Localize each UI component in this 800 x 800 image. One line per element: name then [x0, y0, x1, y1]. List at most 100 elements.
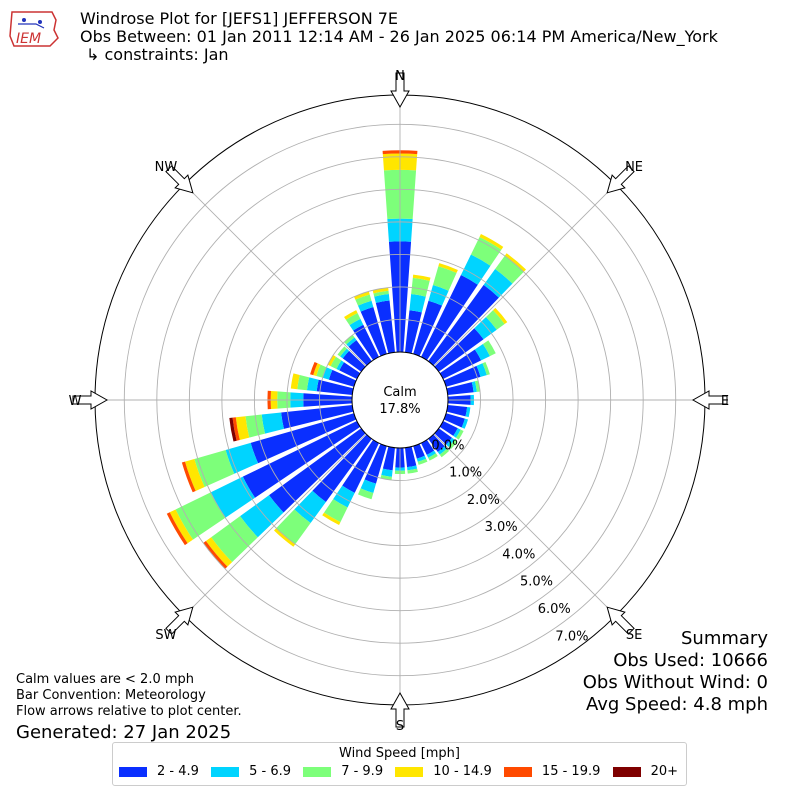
wind-bar-segment [426, 450, 436, 458]
wind-bar-segment [443, 413, 465, 428]
wind-bar-segment [375, 300, 395, 354]
wind-bar-segment [439, 349, 482, 379]
wind-bar-segment [453, 428, 461, 438]
calm-value: 17.8% [379, 402, 420, 417]
wind-bar-segment [344, 334, 355, 345]
wind-bar-segment [250, 413, 357, 464]
wind-bar-segment [461, 418, 469, 429]
wind-bar-segment [290, 373, 300, 390]
legend-swatch [395, 766, 424, 777]
flow-arrow-icon [390, 72, 410, 109]
wind-bar-segment [409, 294, 426, 313]
wind-bar-segment [476, 363, 487, 377]
legend-label: 15 - 19.9 [541, 764, 601, 779]
chart-title: Windrose Plot for [JEFS1] JEFFERSON 7E [80, 9, 399, 28]
direction-label: SE [626, 628, 642, 643]
grid-spoke [184, 184, 367, 367]
flow-arrow-icon [165, 606, 194, 635]
wind-bar-segment [354, 291, 370, 300]
wind-bar-segment [235, 416, 250, 440]
wind-bar-segment [446, 437, 455, 447]
radial-tick-label: 4.0% [502, 547, 535, 562]
avg-speed: Avg Speed: 4.8 mph [586, 694, 768, 715]
direction-label: E [721, 394, 729, 409]
wind-bar-segment [281, 405, 354, 429]
wind-bar-segment [417, 458, 428, 465]
chart-header: Windrose Plot for [JEFS1] JEFFERSON 7E O… [80, 10, 718, 64]
legend-item: 2 - 4.9 [119, 764, 199, 779]
notes-box: Calm values are < 2.0 mph Bar Convention… [16, 672, 242, 744]
wind-bar-segment [470, 236, 502, 266]
wind-bar-segment [316, 379, 354, 395]
bar-convention-note: Bar Convention: Meteorology [16, 688, 206, 703]
wind-bar-segment [313, 363, 321, 377]
wind-bar-segment [364, 443, 387, 484]
constraints-label: ↳ constraints: Jan [86, 45, 229, 64]
legend-label: 20+ [650, 764, 678, 779]
radial-tick-label: 1.0% [449, 466, 482, 481]
radial-tick-label: 6.0% [538, 602, 571, 617]
wind-bar-segment [342, 350, 366, 372]
wind-bar-segment [245, 414, 266, 438]
grid-spoke [433, 433, 616, 616]
wind-bar-segment [269, 428, 366, 513]
wind-bar-segment [428, 434, 445, 452]
wind-bar-segment [434, 328, 484, 372]
wind-bar-segment [437, 446, 447, 455]
legend-label: 5 - 6.9 [249, 764, 291, 779]
wind-bar-segment [416, 455, 427, 462]
wind-bar-segment [312, 434, 372, 502]
wind-bar-segment [382, 446, 395, 471]
wind-bar-segment [482, 340, 496, 357]
radial-tick-label: 5.0% [520, 575, 553, 590]
wind-bar-segment [446, 405, 468, 417]
radial-tick-label: 3.0% [485, 520, 518, 535]
wind-bar-segment [465, 407, 471, 418]
wind-bar-segment [306, 377, 319, 392]
direction-label: NW [155, 160, 178, 175]
wind-bar-segment [446, 382, 474, 395]
calm-layer: Calm 17.8% [351, 351, 449, 449]
logo-text: IEM [16, 31, 41, 47]
wind-bar-segment [407, 465, 418, 471]
iem-logo-icon: IEM [9, 11, 59, 47]
wind-bar-segment [434, 428, 452, 445]
wind-bar-segment [316, 364, 327, 378]
legend-item: 5 - 6.9 [211, 764, 291, 779]
wind-bar-segment [474, 344, 490, 361]
direction-label: W [69, 394, 82, 409]
wind-bar-segment [346, 337, 357, 347]
wind-bar-segment [504, 253, 526, 272]
wind-bar-segment [486, 310, 505, 330]
flow-arrow-icon [606, 606, 635, 635]
wind-bar-segment [439, 448, 450, 458]
wind-bar-segment [344, 310, 358, 320]
wind-bar-segment [439, 421, 458, 436]
wind-bar-segment [203, 541, 228, 569]
legend-item: 15 - 19.9 [503, 764, 601, 779]
flow-arrows-note: Flow arrows relative to plot center. [16, 704, 242, 719]
wind-bar-segment [372, 287, 389, 294]
label-layer: 0.0% 1.0% 2.0% 3.0% 4.0% 5.0% 6.0% 7.0% N NE E SE S S… [69, 69, 730, 734]
radial-tick-label: 0.0% [431, 438, 464, 453]
wind-bar-segment [310, 361, 318, 376]
direction-label: NE [625, 160, 643, 175]
wind-bar-segment [261, 412, 284, 434]
wind-bar-segment [175, 492, 226, 540]
wind-bar-segment [413, 300, 443, 357]
wind-bar-segment [413, 443, 425, 459]
legend-label: 7 - 9.9 [341, 764, 384, 779]
wind-bar-segment [428, 285, 449, 306]
wind-bar-segment [294, 490, 326, 524]
legend-swatch [119, 766, 147, 777]
wind-bar-segment [482, 361, 490, 376]
wind-bar-segment [337, 346, 347, 357]
summary-box: Summary Obs Used: 10666 Obs Without Wind… [583, 628, 768, 716]
wind-bar-segment [166, 512, 188, 546]
wind-bar-segment [374, 294, 390, 303]
bars-layer [166, 150, 526, 569]
wind-bar-segment [380, 474, 392, 481]
wind-bar-segment [421, 439, 435, 455]
wind-bar-segment [479, 234, 504, 250]
summary-title: Summary [681, 628, 768, 649]
